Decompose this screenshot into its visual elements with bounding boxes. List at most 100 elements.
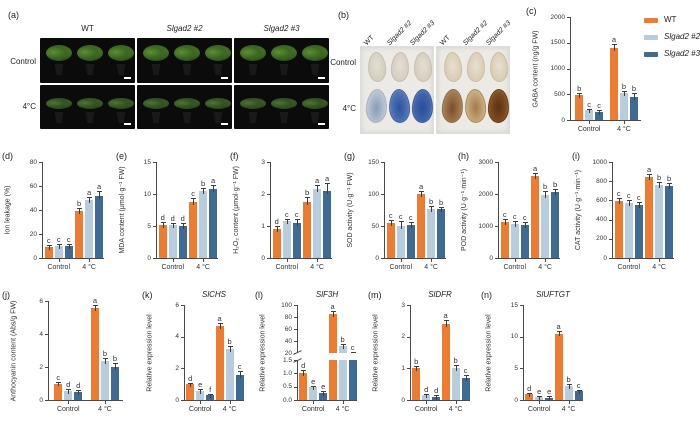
- x-tick: [105, 401, 106, 404]
- plant: [174, 43, 200, 79]
- x-tick: [623, 121, 625, 124]
- y-tick-label: 40: [284, 337, 292, 345]
- significance-letter: b: [77, 198, 82, 208]
- error-bar-cap: [434, 395, 440, 397]
- leaf-4c-l3: [411, 88, 434, 124]
- error-bar-cap: [537, 395, 543, 397]
- y-tick: [609, 162, 612, 163]
- significance-letter: c: [502, 210, 507, 220]
- chart-title: SlCHS: [201, 290, 226, 299]
- significance-letter: a: [315, 176, 320, 186]
- error-bar: [524, 221, 526, 228]
- error-bar-cap: [227, 346, 233, 348]
- error-bar-cap: [76, 390, 82, 392]
- y-tick-label: 80: [29, 158, 37, 166]
- x-tick: [229, 401, 231, 404]
- x-category-label: 4 °C: [82, 264, 96, 271]
- significance-letter: b: [429, 196, 434, 206]
- plant-foliage: [240, 98, 266, 109]
- y-tick: [45, 400, 48, 401]
- significance-letter: d: [76, 381, 81, 391]
- error-bar: [68, 244, 70, 249]
- error-bar: [416, 365, 418, 372]
- x-category-label: Control: [577, 126, 601, 133]
- error-bar-cap: [556, 330, 562, 332]
- bar-slgad2-3-4c: [323, 190, 332, 258]
- significance-letter: a: [92, 296, 98, 306]
- bar-slgad2-3-4c: [95, 195, 104, 258]
- y-tick-label: 60: [284, 325, 292, 333]
- x-category-label: 4 °C: [617, 126, 631, 133]
- panel-letter: (k): [142, 290, 153, 300]
- y-tick: [520, 305, 523, 306]
- error-bar: [623, 90, 625, 97]
- error-bar: [193, 198, 195, 205]
- bar-slgad2-3-control: [74, 391, 83, 400]
- significance-letter: c: [237, 361, 242, 371]
- y-tick-label: 2000: [478, 190, 493, 198]
- x-category-label: 4 °C: [222, 406, 237, 413]
- error-bar: [115, 362, 116, 370]
- plant-pot: [248, 112, 258, 123]
- error-bar: [545, 190, 547, 198]
- significance-letter: c: [597, 101, 602, 111]
- plant-pot: [151, 112, 161, 123]
- error-bar-cap: [463, 375, 469, 377]
- panel-a-row-control: Control: [10, 57, 36, 66]
- y-tick: [39, 186, 42, 187]
- x-category-label: 4 °C: [448, 406, 463, 413]
- error-bar-cap: [103, 357, 108, 359]
- error-bar: [638, 201, 640, 208]
- plant: [46, 90, 72, 126]
- significance-letter: d: [188, 373, 193, 383]
- scale-bar: [318, 123, 325, 125]
- error-bar-cap: [547, 396, 553, 398]
- bar-slgad2-2-control: [54, 246, 63, 258]
- bar-slgad2-3-control: [178, 226, 187, 258]
- y-tick-label: 0: [603, 254, 607, 262]
- panel-a-row-4c: 4°C: [22, 102, 36, 111]
- plant-pot: [116, 64, 126, 75]
- x-tick: [431, 259, 433, 262]
- error-bar-cap: [667, 182, 673, 184]
- legend-swatch-wt: [644, 18, 658, 23]
- photo-control-wt: [40, 38, 135, 83]
- significance-letter: b: [102, 348, 108, 358]
- y-tick-label: 0.0: [282, 396, 292, 404]
- plant-foliage: [271, 98, 297, 109]
- plant-pot: [54, 64, 64, 75]
- bar-slgad2-3-control: [292, 222, 301, 258]
- bar-wt-4c: [189, 201, 198, 258]
- significance-letter: b: [621, 81, 627, 91]
- plant-pot: [213, 64, 223, 75]
- x-axis: [297, 400, 357, 401]
- bar-slgad2-3-control: [520, 224, 529, 258]
- y-tick-label: 800: [596, 177, 607, 185]
- y-tick-label: 100: [281, 301, 292, 309]
- y-axis: [523, 305, 524, 400]
- y-tick: [609, 181, 612, 183]
- bar-slgad2-3-control: [64, 246, 73, 258]
- x-category-label: 4 °C: [335, 406, 350, 413]
- bar-wt-control: [299, 373, 308, 400]
- plant-foliage: [302, 45, 328, 61]
- chart-cat-activity: (i) CAT activity (U·g⁻¹·min⁻¹) 0 200 400 600 8…: [572, 150, 685, 280]
- error-bar: [579, 93, 581, 99]
- plant: [108, 43, 134, 79]
- panel-a-letter: (a): [8, 10, 19, 20]
- y-tick: [39, 162, 42, 163]
- plant-pot: [182, 112, 192, 123]
- bar-wt-control: [186, 384, 195, 400]
- error-bar: [421, 191, 423, 197]
- error-bar-cap: [512, 220, 518, 222]
- error-bar: [618, 198, 620, 205]
- significance-letter: c: [626, 191, 631, 201]
- error-bar: [390, 220, 392, 227]
- chart-title: SlUFTGT: [536, 290, 570, 299]
- significance-letter: c: [56, 235, 61, 245]
- x-category-label: 4 °C: [652, 264, 666, 271]
- bar-slgad2-3-4c: [111, 367, 119, 400]
- significance-letter: a: [419, 182, 424, 192]
- y-tick-label: 20: [29, 230, 37, 238]
- y-tick: [407, 400, 410, 401]
